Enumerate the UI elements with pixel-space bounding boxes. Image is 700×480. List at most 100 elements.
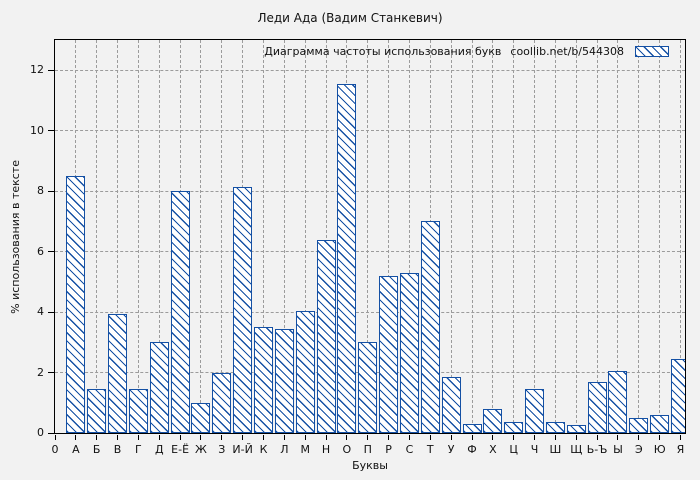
x-tick	[617, 434, 619, 440]
x-gridline	[388, 40, 390, 433]
x-tick-label: Д	[154, 443, 164, 456]
x-tick-label: В	[113, 443, 122, 456]
x-tick-label: И-Й	[232, 443, 253, 456]
bar-Ш	[545, 422, 565, 433]
x-tick-label: П	[363, 443, 372, 456]
x-tick	[158, 434, 160, 440]
bar-Э	[629, 417, 649, 433]
x-gridline	[680, 40, 681, 433]
y-tick-label: 2	[37, 365, 44, 379]
bar-Х	[483, 408, 503, 433]
bar-У	[441, 377, 461, 433]
x-tick	[534, 434, 536, 440]
x-gridline	[534, 40, 536, 433]
bar-Щ	[566, 425, 586, 433]
bar-Ы	[608, 371, 628, 433]
bar-К	[254, 327, 273, 433]
bar-С	[399, 272, 419, 433]
y-tick-label: 10	[30, 123, 44, 137]
x-tick	[388, 434, 390, 440]
x-tick-label: Х	[489, 443, 497, 456]
x-tick-label: Э	[634, 443, 643, 456]
x-gridline	[513, 40, 515, 433]
y-gridline	[55, 251, 685, 253]
x-tick	[596, 434, 598, 440]
bar-Ж	[191, 402, 211, 433]
x-tick	[575, 434, 577, 440]
y-tick	[48, 432, 55, 434]
bar-А	[66, 176, 86, 433]
bar-Т	[420, 221, 440, 433]
bar-Ф	[462, 423, 482, 433]
x-tick-label: Г	[135, 443, 142, 456]
x-gridline	[304, 40, 306, 433]
x-gridline	[575, 40, 577, 433]
x-gridline	[492, 40, 494, 433]
x-tick	[96, 434, 98, 440]
x-gridline	[554, 40, 556, 433]
x-tick-label: С	[405, 443, 414, 456]
x-gridline	[158, 40, 160, 433]
legend-label: Диаграмма частоты использования букв	[264, 44, 502, 58]
bar-Р	[379, 275, 399, 433]
x-axis: 0 А Б В Г Д Е-Ё Ж З И-Й К Л М Н О П Р С Т У Ф Х Ц Ч Ш Щ Ь-Ъ Ы Э Ю Я	[52, 433, 685, 473]
x-tick	[263, 434, 264, 440]
y-tick	[48, 69, 55, 71]
x-tick-label: М	[300, 443, 310, 456]
legend-hatch-swatch-icon	[635, 45, 669, 57]
x-gridline	[221, 40, 223, 433]
x-gridline	[117, 40, 119, 433]
x-tick-label: Е-Ё	[171, 443, 190, 456]
x-tick	[471, 434, 473, 440]
y-tick	[48, 130, 55, 132]
chart-title: Леди Ада (Вадим Станкевич)	[257, 11, 443, 25]
x-gridline	[659, 40, 661, 433]
x-tick-label: Щ	[570, 443, 583, 456]
bar-Б	[87, 389, 107, 433]
y-tick	[48, 190, 55, 192]
y-axis	[48, 40, 55, 434]
x-tick	[54, 434, 56, 440]
x-tick-label: Н	[321, 443, 331, 456]
bar-Е-Ё	[170, 191, 190, 433]
bar-Н	[316, 239, 336, 433]
bar-Ю	[650, 414, 670, 433]
bar-Я	[671, 358, 685, 433]
x-tick	[492, 434, 494, 440]
x-tick	[513, 434, 515, 440]
x-tick	[200, 434, 202, 440]
x-gridline	[137, 40, 139, 433]
x-tick-label: З	[218, 443, 226, 456]
x-gridline	[596, 40, 598, 433]
x-tick	[554, 434, 556, 440]
x-tick	[346, 434, 348, 440]
bar-Ь-Ъ	[587, 381, 607, 433]
x-tick	[75, 434, 77, 440]
x-gridline	[367, 40, 369, 433]
y-tick-label: 6	[37, 244, 44, 258]
x-gridline	[325, 40, 327, 433]
x-tick	[242, 434, 244, 440]
x-tick-label: Ч	[530, 443, 539, 456]
y-gridline	[55, 311, 685, 313]
bar-З	[212, 372, 232, 433]
x-tick-label: Ж	[195, 443, 207, 456]
x-tick-label: Р	[385, 443, 392, 456]
x-gridline	[450, 40, 452, 433]
x-tick-label: У	[447, 443, 455, 456]
y-tick-label: 8	[37, 184, 44, 198]
x-tick	[429, 434, 431, 440]
legend: Диаграмма частоты использования букв coo…	[264, 44, 669, 58]
y-gridline	[55, 130, 685, 132]
bar-П	[358, 342, 378, 433]
x-tick-label: Я	[676, 443, 685, 456]
x-tick	[680, 434, 681, 440]
x-tick	[450, 434, 452, 440]
bar-Ч	[525, 389, 545, 433]
x-tick	[638, 434, 640, 440]
x-gridline	[617, 40, 619, 433]
y-gridline	[55, 190, 685, 192]
x-gridline	[638, 40, 640, 433]
x-tick	[221, 434, 223, 440]
bar-Д	[149, 342, 169, 433]
